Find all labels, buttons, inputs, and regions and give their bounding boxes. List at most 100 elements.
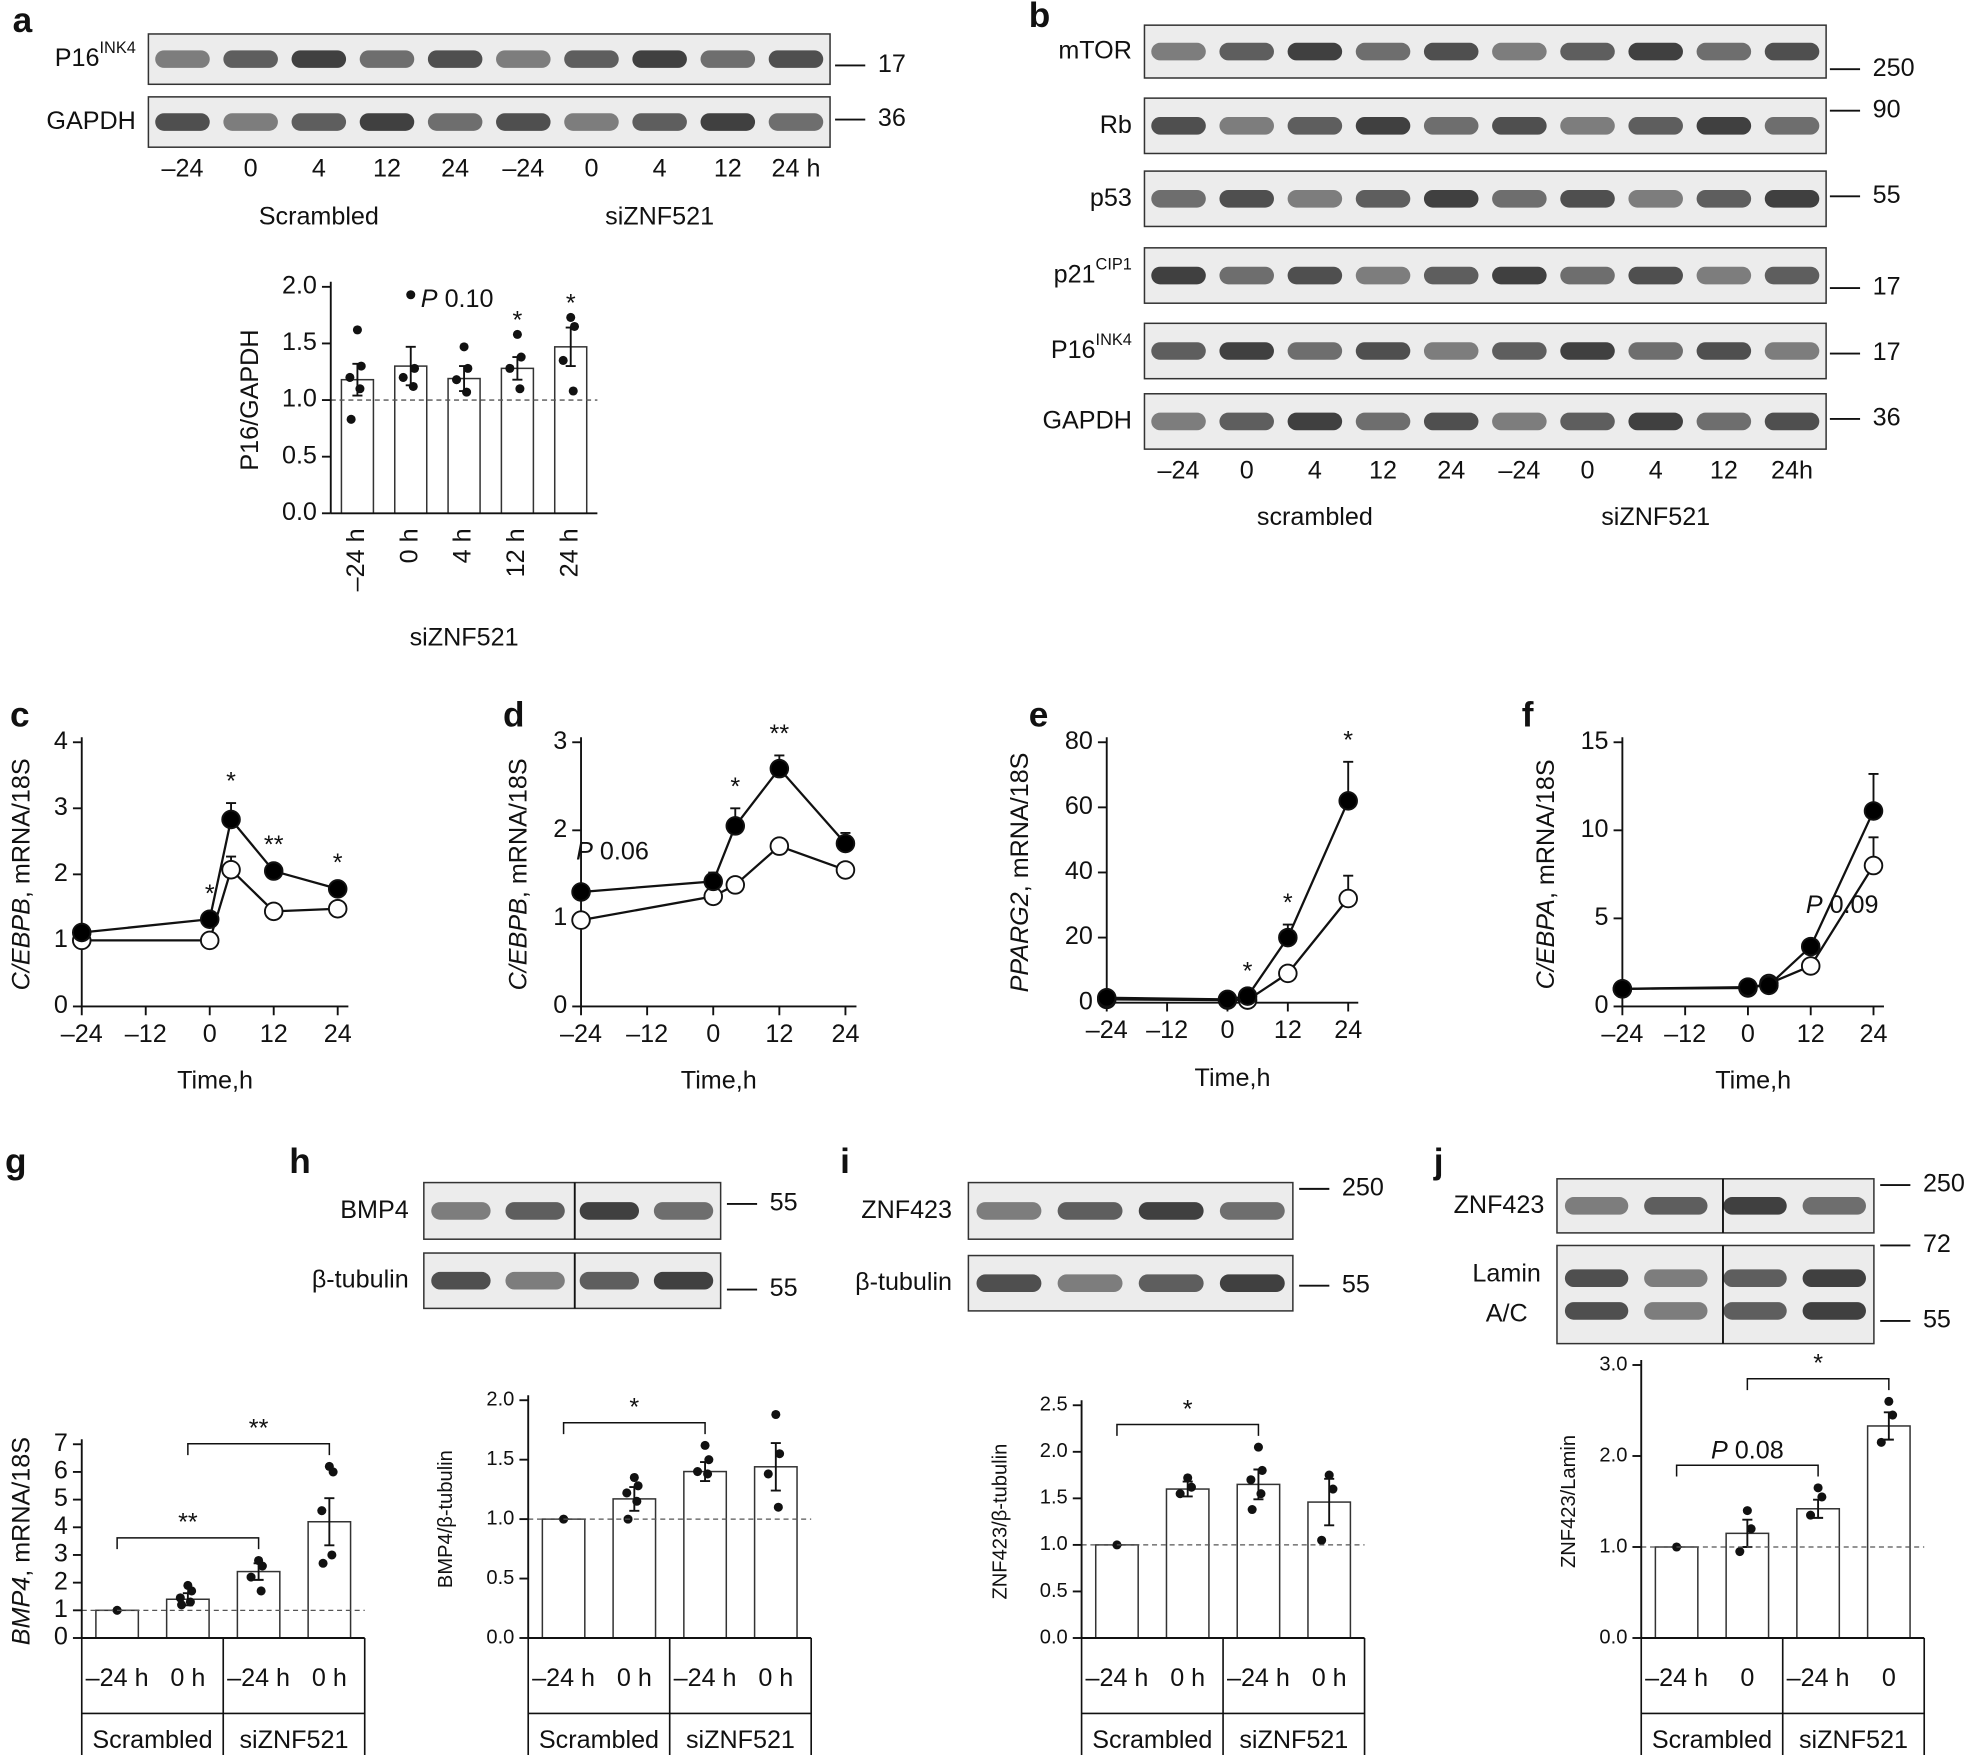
blot-row-label: p53 xyxy=(1090,183,1132,211)
bar xyxy=(500,367,535,515)
data-point xyxy=(1813,1483,1823,1493)
blot-band xyxy=(1628,189,1683,208)
blot-band xyxy=(1219,1274,1285,1293)
marker-label: 250 xyxy=(1342,1174,1384,1202)
x-tick-label: 12 xyxy=(260,1020,288,1048)
annotation-part: P xyxy=(1806,891,1823,919)
y-tick-label: 0 xyxy=(54,1623,68,1651)
blot-band xyxy=(1423,266,1479,285)
y-tick-label: 1.5 xyxy=(1040,1487,1068,1509)
y-tick-label: 4 xyxy=(54,1512,68,1540)
significance-bracket xyxy=(1675,1464,1819,1477)
blot-band xyxy=(1628,117,1683,135)
blot-band xyxy=(223,50,278,68)
y-tick-label: 2 xyxy=(54,1567,68,1595)
data-point xyxy=(516,352,526,362)
x-tick-label: 24 xyxy=(831,1020,859,1048)
bracket-label: ** xyxy=(178,1509,198,1537)
y-tick-label: 2.0 xyxy=(1040,1440,1068,1462)
blot-band xyxy=(359,50,415,68)
data-point xyxy=(512,329,522,339)
data-point xyxy=(199,930,220,951)
bar xyxy=(1866,1425,1911,1639)
y-tick-label: 0 xyxy=(1595,991,1609,1019)
y-tick-label: 1.0 xyxy=(1040,1533,1068,1555)
series-line xyxy=(1622,864,1875,990)
blot-band xyxy=(431,1271,491,1290)
blot-band xyxy=(768,50,824,68)
y-tick-label: 2.5 xyxy=(1040,1394,1068,1416)
x-tick-label: –12 xyxy=(1664,1020,1706,1048)
data-point xyxy=(1800,936,1821,957)
bar xyxy=(1165,1488,1210,1639)
data-point xyxy=(1817,1492,1827,1502)
blot-band xyxy=(700,50,756,68)
blot-band xyxy=(1355,42,1411,61)
panel-letter: i xyxy=(840,1142,850,1181)
group-label: siZNF521 xyxy=(686,1726,795,1754)
annotation: * xyxy=(1283,889,1293,917)
y-tick-label: 1.5 xyxy=(282,328,317,356)
blot-band xyxy=(632,50,687,68)
x-tick-label: –24 h xyxy=(674,1664,737,1692)
data-point xyxy=(327,1550,337,1560)
blot-row-label: Rb xyxy=(1100,110,1132,138)
bracket-label: ** xyxy=(249,1415,269,1443)
data-point xyxy=(1742,1506,1752,1516)
x-tick-label: 12 xyxy=(1797,1020,1825,1048)
data-point xyxy=(1246,1475,1256,1485)
blot-row-label-part: β-tubulin xyxy=(855,1268,952,1296)
blot-row-label-part: P16 xyxy=(1051,336,1096,364)
marker-label: 17 xyxy=(1873,273,1901,301)
blot-row-label: P16INK4 xyxy=(55,39,136,71)
blot-band xyxy=(1057,1202,1123,1220)
bracket-label-part: 0.08 xyxy=(1728,1436,1784,1464)
data-point xyxy=(263,861,284,881)
x-tick-label: 24 xyxy=(1334,1016,1362,1044)
blot-band xyxy=(359,113,415,131)
x-tick-label: –24 h xyxy=(1227,1664,1290,1692)
y-tick-label: 0.5 xyxy=(282,441,317,469)
y-tick-label: 60 xyxy=(1065,792,1093,820)
data-point xyxy=(257,1561,267,1571)
blot-band xyxy=(1696,412,1752,431)
x-tick-label: –24 xyxy=(1601,1020,1643,1048)
y-tick-label: 1 xyxy=(553,903,567,931)
lane-label: 4 xyxy=(653,154,667,182)
y-tick-label: 10 xyxy=(1581,815,1609,843)
blot-band xyxy=(1628,412,1683,431)
blot-band xyxy=(1355,117,1411,135)
x-tick-label: 0 xyxy=(706,1020,720,1048)
blot-row-label-part: GAPDH xyxy=(46,107,135,135)
x-tick-label: 4 h xyxy=(449,528,477,563)
group-label: siZNF521 xyxy=(1799,1726,1908,1754)
marker-label: 17 xyxy=(1873,338,1901,366)
annotation: P 0.10 xyxy=(421,284,494,312)
y-axis-title: BMP4/β-tubulin xyxy=(435,1450,457,1588)
lane-label: –24 xyxy=(1498,456,1540,484)
lane-label: 12 xyxy=(1369,456,1397,484)
blot-band xyxy=(1287,266,1343,285)
blot-band xyxy=(1219,42,1274,61)
data-point xyxy=(185,1597,195,1607)
y-axis-title: BMP4, mRNA/18S xyxy=(7,1437,35,1645)
blot-band xyxy=(1492,342,1547,360)
blot-band xyxy=(1423,42,1479,61)
annotation: * xyxy=(226,768,236,796)
y-tick-label: 3 xyxy=(553,727,567,755)
data-point xyxy=(462,387,472,397)
blot-row-label-part: ZNF423 xyxy=(1454,1190,1545,1218)
marker-label: 55 xyxy=(1873,181,1901,209)
data-point xyxy=(355,384,365,394)
x-tick-label: 0 h xyxy=(170,1664,205,1692)
data-point xyxy=(571,882,591,902)
blot-row-label-part: BMP4 xyxy=(340,1196,408,1224)
y-tick-label: 0.0 xyxy=(486,1626,514,1648)
data-point xyxy=(1806,1510,1816,1520)
data-point xyxy=(629,1472,639,1483)
lane-label: –24 xyxy=(502,154,544,182)
blot-band xyxy=(1287,42,1343,61)
blot-band xyxy=(1219,342,1274,360)
data-point xyxy=(452,375,462,385)
